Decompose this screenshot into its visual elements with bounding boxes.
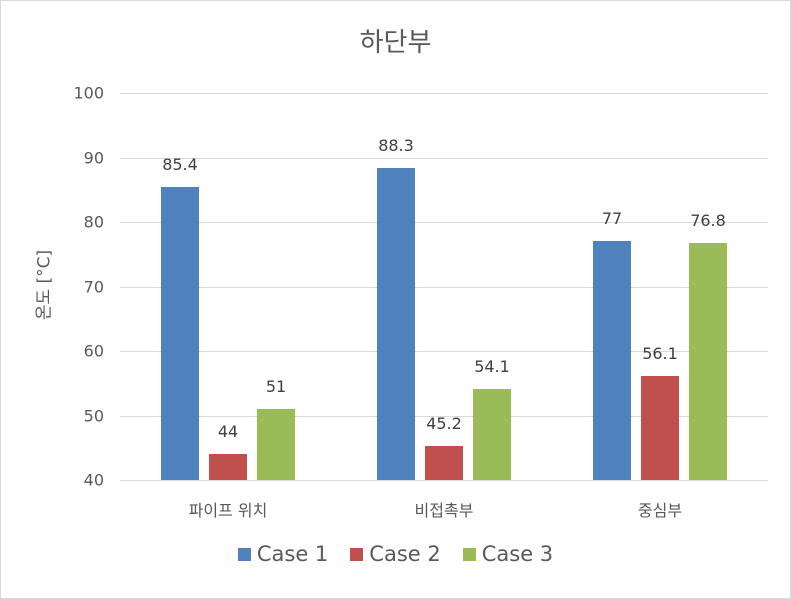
legend-label: Case 3	[481, 542, 554, 566]
data-label: 54.1	[474, 357, 510, 377]
bar-case-3	[689, 242, 727, 480]
gridline	[120, 351, 768, 352]
gridline	[120, 222, 768, 223]
y-tick-label: 90	[83, 148, 104, 167]
bar-case-1	[593, 241, 631, 480]
bar-case-2	[425, 446, 463, 480]
gridline	[120, 415, 768, 417]
x-category-label: 파이프 위치	[188, 501, 268, 520]
chart-title: 하단부	[359, 28, 432, 58]
legend-label: Case 1	[256, 542, 329, 566]
data-label: 44	[217, 422, 239, 442]
data-label: 56.1	[642, 344, 678, 364]
bar-case-2	[641, 376, 679, 480]
data-label: 77	[601, 209, 623, 229]
legend-item-case-2: Case 2	[350, 542, 441, 566]
x-category-label: 비접촉부	[414, 501, 474, 520]
bar-case-1	[161, 187, 199, 480]
gridline	[120, 93, 768, 94]
y-tick-label: 60	[83, 341, 104, 361]
legend-swatch-icon	[350, 547, 364, 561]
data-label: 45.2	[426, 414, 462, 434]
bar-case-3	[257, 409, 295, 480]
bar-case-3	[473, 389, 511, 480]
gridline	[120, 480, 768, 481]
legend-label: Case 2	[369, 542, 441, 566]
x-category-label: 중심부	[637, 501, 683, 520]
data-label: 88.3	[378, 136, 414, 156]
legend-item-case-1: Case 1	[237, 542, 329, 566]
legend: Case 1 Case 2 Case 3	[0, 542, 791, 566]
y-tick-label: 70	[83, 277, 104, 296]
gridline	[120, 286, 768, 288]
legend-swatch-icon	[237, 547, 251, 561]
bar-case-2	[209, 454, 247, 480]
legend-item-case-3: Case 3	[462, 542, 554, 566]
data-label: 51	[265, 377, 287, 397]
gridline	[120, 157, 768, 159]
legend-swatch-icon	[462, 547, 476, 561]
data-label: 76.8	[690, 210, 726, 230]
bar-case-1	[377, 168, 415, 480]
y-tick-label: 50	[83, 406, 104, 425]
y-tick-label: 80	[83, 212, 104, 232]
y-tick-label: 40	[83, 470, 104, 490]
data-label: 85.4	[162, 155, 198, 175]
y-tick-label: 100	[73, 83, 104, 103]
